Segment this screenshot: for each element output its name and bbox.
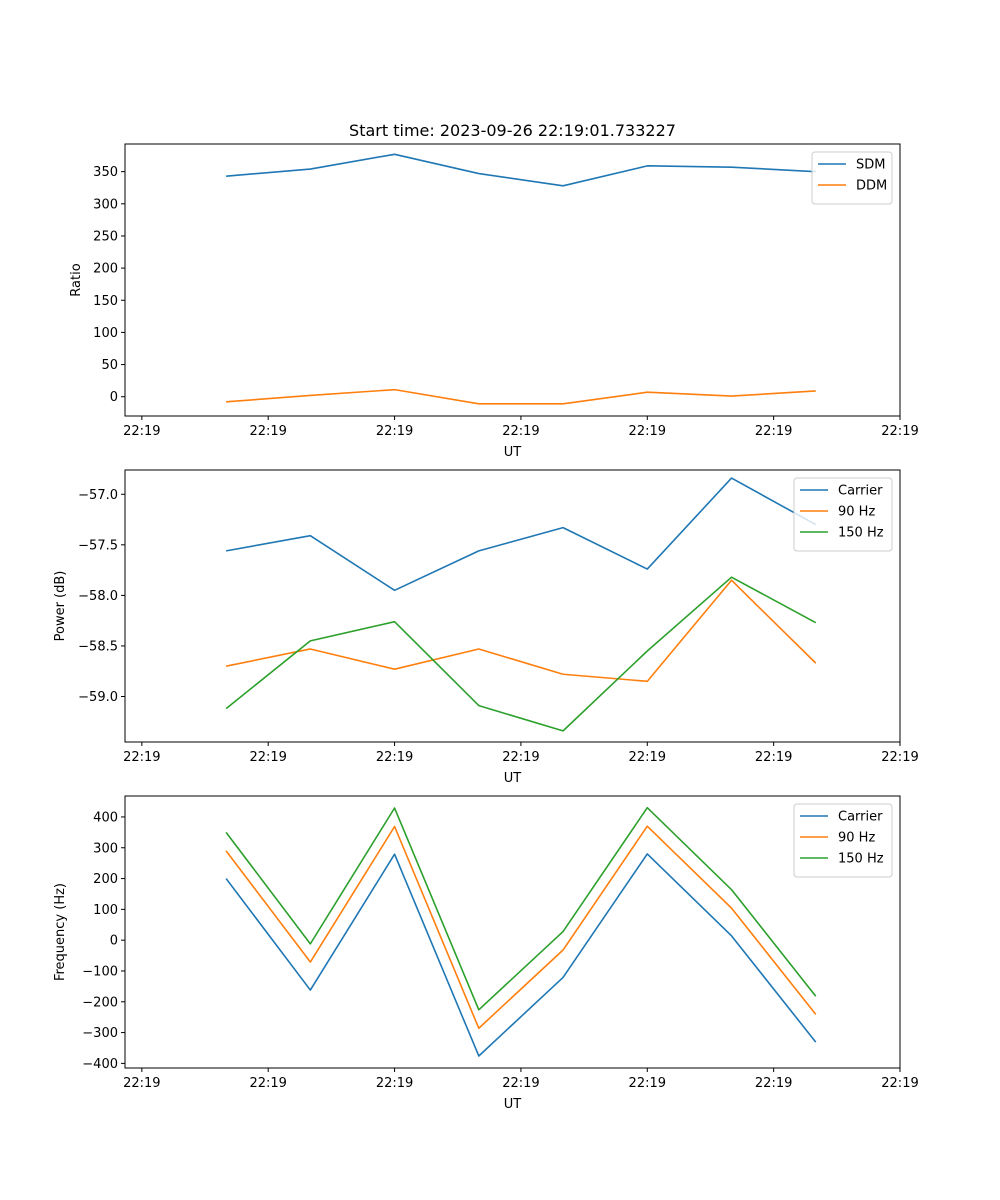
series-line-2	[225, 579, 817, 683]
x-tick-label: 22:19	[881, 1076, 918, 1091]
series-line-2	[225, 825, 817, 1030]
legend: SDM DDM	[811, 151, 893, 205]
x-axis-label: UT	[504, 771, 522, 786]
x-tick-label: 22:19	[502, 1076, 539, 1091]
y-tick-label: 100	[93, 326, 118, 341]
y-tick-label: 50	[101, 358, 118, 373]
x-axis-label: UT	[504, 445, 522, 460]
x-tick-label: 22:19	[755, 1076, 792, 1091]
y-tick-label: 350	[93, 165, 118, 180]
legend: Carrier 90 Hz 150 Hz	[793, 477, 893, 552]
y-tick-label: −59.0	[78, 690, 118, 705]
y-axis-label: Ratio	[69, 263, 84, 296]
y-tick-label: −400	[82, 1057, 118, 1072]
y-tick-label: 250	[93, 229, 118, 244]
plots: Start time: 2023-09-26 22:19:01.733227 22…	[53, 121, 919, 1112]
x-tick-label: 22:19	[502, 424, 539, 439]
series-line-1	[226, 153, 816, 187]
series-line-3	[225, 806, 817, 1011]
y-tick-label: 200	[93, 872, 118, 887]
y-tick-label: 400	[93, 810, 118, 825]
x-tick-label: 22:19	[249, 1076, 286, 1091]
legend-label: 90 Hz	[838, 831, 875, 846]
legend-label: SDM	[856, 158, 885, 173]
axes-frame	[124, 143, 901, 417]
y-tick-label: 150	[93, 294, 118, 309]
y-tick-label: 200	[93, 262, 118, 277]
x-tick-label: 22:19	[123, 750, 160, 765]
y-tick-label: −300	[82, 1026, 118, 1041]
y-tick-label: 300	[93, 197, 118, 212]
y-axis-label: Power (dB)	[53, 571, 68, 642]
series-line-3	[225, 576, 817, 732]
legend: Carrier 90 Hz 150 Hz	[793, 803, 893, 878]
legend-box	[811, 151, 893, 205]
legend-label: 150 Hz	[838, 526, 884, 541]
series-line-2	[226, 388, 816, 405]
series-line-1	[225, 853, 817, 1057]
y-tick-label: −58.5	[78, 639, 118, 654]
legend-label: DDM	[856, 179, 887, 194]
x-tick-label: 22:19	[881, 750, 918, 765]
y-axis-label: Frequency (Hz)	[53, 883, 68, 981]
x-tick-label: 22:19	[629, 750, 666, 765]
x-tick-label: 22:19	[249, 750, 286, 765]
y-tick-label: −200	[82, 995, 118, 1010]
subplot-1: Start time: 2023-09-26 22:19:01.733227 22…	[69, 121, 919, 460]
x-tick-label: 22:19	[502, 750, 539, 765]
x-axis-label: UT	[504, 1097, 522, 1112]
legend-label: 150 Hz	[838, 852, 884, 867]
x-tick-label: 22:19	[755, 750, 792, 765]
x-tick-label: 22:19	[629, 1076, 666, 1091]
series-line-1	[225, 477, 817, 592]
y-tick-label: −57.0	[78, 488, 118, 503]
x-tick-label: 22:19	[376, 1076, 413, 1091]
y-tick-label: 300	[93, 841, 118, 856]
chart-title: Start time: 2023-09-26 22:19:01.733227	[349, 121, 676, 140]
axes-frame	[124, 469, 901, 743]
x-tick-label: 22:19	[755, 424, 792, 439]
subplot-2: 22:19 22:19 22:19 22:19 22:19 22:19 22:19 −59.0…	[53, 469, 919, 786]
legend-label: 90 Hz	[838, 505, 875, 520]
y-tick-label: 0	[110, 934, 118, 949]
x-tick-label: 22:19	[629, 424, 666, 439]
legend-label: Carrier	[838, 810, 883, 825]
x-tick-label: 22:19	[123, 1076, 160, 1091]
y-tick-label: 0	[110, 390, 118, 405]
x-tick-label: 22:19	[123, 424, 160, 439]
y-tick-label: −57.5	[78, 538, 118, 553]
y-tick-label: 100	[93, 903, 118, 918]
x-tick-label: 22:19	[376, 424, 413, 439]
x-tick-label: 22:19	[249, 424, 286, 439]
legend-label: Carrier	[838, 484, 883, 499]
axes-frame	[124, 795, 901, 1069]
x-tick-label: 22:19	[376, 750, 413, 765]
subplot-3: 22:19 22:19 22:19 22:19 22:19 22:19 22:19 −400 −…	[53, 795, 919, 1112]
y-tick-label: −100	[82, 964, 118, 979]
y-tick-label: −58.0	[78, 589, 118, 604]
x-tick-label: 22:19	[881, 424, 918, 439]
